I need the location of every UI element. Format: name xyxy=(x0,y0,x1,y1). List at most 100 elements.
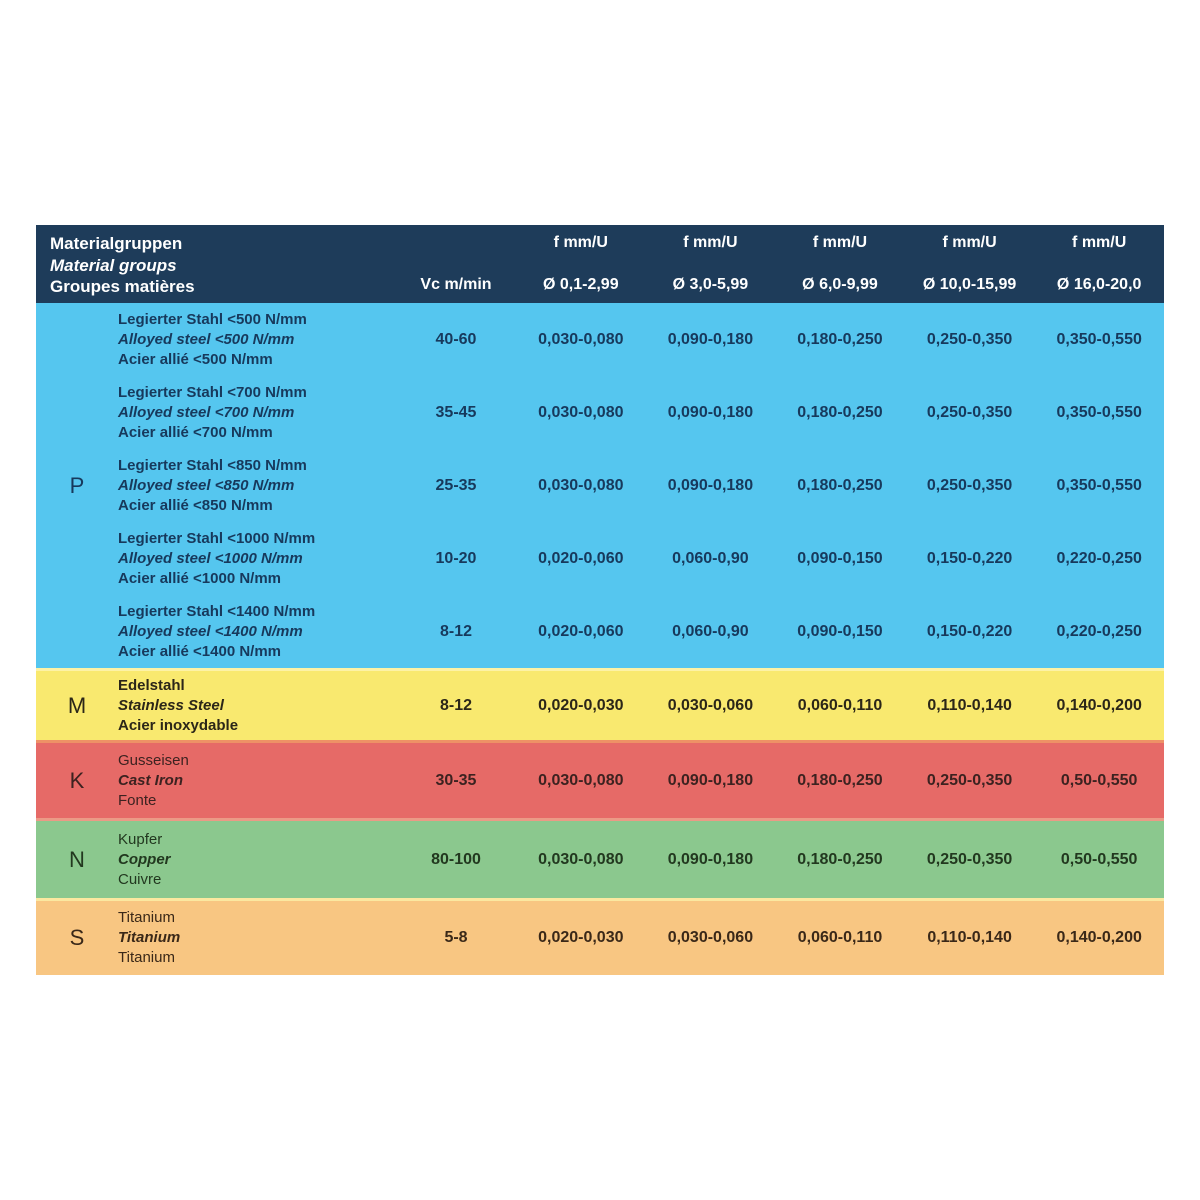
vc-value: 35-45 xyxy=(435,403,477,421)
diameter-range-label: Ø 16,0-20,0 xyxy=(1056,276,1142,293)
header-feed-column-1: f mm/U Ø 0,1-2,99 xyxy=(516,225,646,303)
feed-value-1: 0,030-0,080 xyxy=(538,476,624,494)
section-rows: Legierter Stahl <500 N/mm Alloyed steel <… xyxy=(118,303,1164,668)
material-name-en: Titanium xyxy=(118,929,181,946)
feed-value-1: 0,020-0,060 xyxy=(538,622,624,640)
feed-value-4: 0,110-0,140 xyxy=(927,929,1012,946)
cutting-data-table: Materialgruppen Material groups Groupes … xyxy=(36,225,1164,975)
header-feed-column-3: f mm/U Ø 6,0-9,99 xyxy=(775,225,905,303)
material-name-fr: Cuivre xyxy=(118,870,162,888)
diameter-range-label: Ø 3,0-5,99 xyxy=(672,276,749,293)
material-row-M-0: Edelstahl Stainless Steel Acier inoxydable… xyxy=(118,671,1164,740)
vc-value: 5-8 xyxy=(444,929,468,946)
feed-value-2: 0,030-0,060 xyxy=(667,929,754,946)
feed-value-3: 0,090-0,150 xyxy=(797,622,883,640)
material-names: Legierter Stahl <700 N/mm Alloyed steel <… xyxy=(118,383,396,443)
vc-value: 40-60 xyxy=(435,330,477,348)
table-body: P Legierter Stahl <500 N/mm Alloyed steel … xyxy=(36,303,1164,975)
material-name-de: Legierter Stahl <1400 N/mm xyxy=(118,602,316,620)
material-name-de: Legierter Stahl <700 N/mm xyxy=(118,383,307,401)
feed-value-5: 0,220-0,250 xyxy=(1056,622,1142,640)
section-rows: Kupfer Copper Cuivre 80-100 0,030-0,080 0,090… xyxy=(118,821,1164,898)
material-names: Gusseisen Cast Iron Fonte xyxy=(118,751,396,811)
material-name-en: Cast Iron xyxy=(118,771,184,789)
material-section-N: N Kupfer Copper Cuivre 80-100 0,030-0,080 0,09… xyxy=(36,818,1164,898)
material-name-fr: Acier allié <850 N/mm xyxy=(118,496,273,514)
section-rows: Gusseisen Cast Iron Fonte 30-35 0,030-0,080 0… xyxy=(118,743,1164,818)
material-row-P-3: Legierter Stahl <1000 N/mm Alloyed steel … xyxy=(118,522,1164,595)
feed-value-4: 0,110-0,140 xyxy=(927,696,1012,714)
feed-value-3: 0,060-0,110 xyxy=(797,929,883,946)
material-name-en: Alloyed steel <1400 N/mm xyxy=(118,622,303,640)
feed-unit-label: f mm/U xyxy=(683,234,738,251)
vc-value: 10-20 xyxy=(435,549,477,567)
feed-value-5: 0,350-0,550 xyxy=(1056,403,1142,421)
header-title-de: Materialgruppen xyxy=(50,234,183,253)
section-rows: Titanium Titanium Titanium 5-8 0,020-0,030 0,… xyxy=(118,901,1164,975)
feed-value-4: 0,250-0,350 xyxy=(926,476,1013,494)
feed-value-5: 0,50-0,550 xyxy=(1060,771,1138,789)
material-row-S-0: Titanium Titanium Titanium 5-8 0,020-0,030 0,… xyxy=(118,901,1164,975)
material-name-fr: Titanium xyxy=(118,949,175,966)
material-row-K-0: Gusseisen Cast Iron Fonte 30-35 0,030-0,080 0… xyxy=(118,743,1164,818)
feed-value-4: 0,250-0,350 xyxy=(926,771,1013,789)
header-feed-column-4: f mm/U Ø 10,0-15,99 xyxy=(905,225,1035,303)
feed-unit-label: f mm/U xyxy=(942,234,997,251)
feed-value-1: 0,020-0,030 xyxy=(538,696,624,714)
vc-value: 8-12 xyxy=(439,622,473,640)
feed-value-5: 0,350-0,550 xyxy=(1056,330,1142,348)
material-section-P: P Legierter Stahl <500 N/mm Alloyed steel … xyxy=(36,303,1164,668)
feed-value-2: 0,060-0,90 xyxy=(672,622,749,640)
feed-value-1: 0,030-0,080 xyxy=(538,403,624,421)
vc-value: 80-100 xyxy=(431,850,481,868)
feed-unit-label: f mm/U xyxy=(1072,234,1127,251)
header-vc-column: Vc m/min xyxy=(420,276,492,293)
material-name-de: Titanium xyxy=(118,909,175,926)
material-name-de: Legierter Stahl <850 N/mm xyxy=(118,456,307,474)
diameter-range-label: Ø 6,0-9,99 xyxy=(802,276,878,293)
header-feed-column-5: f mm/U Ø 16,0-20,0 xyxy=(1034,225,1164,303)
feed-value-3: 0,090-0,150 xyxy=(797,549,883,567)
header-feed-column-2: f mm/U Ø 3,0-5,99 xyxy=(646,225,776,303)
material-names: Legierter Stahl <1400 N/mm Alloyed steel … xyxy=(118,602,396,662)
feed-value-4: 0,250-0,350 xyxy=(926,330,1013,348)
feed-value-3: 0,060-0,110 xyxy=(797,696,883,714)
header-title-fr: Groupes matières xyxy=(50,277,195,296)
material-name-en: Copper xyxy=(118,850,171,868)
group-letter-P: P xyxy=(69,472,85,498)
feed-value-2: 0,030-0,060 xyxy=(667,696,754,714)
material-name-de: Kupfer xyxy=(118,830,163,848)
material-name-de: Gusseisen xyxy=(118,751,189,769)
feed-value-3: 0,180-0,250 xyxy=(797,403,883,421)
material-name-en: Alloyed steel <850 N/mm xyxy=(118,476,295,494)
material-section-K: K Gusseisen Cast Iron Fonte 30-35 0,030-0,080… xyxy=(36,740,1164,818)
feed-value-2: 0,090-0,180 xyxy=(667,403,754,421)
material-name-de: Legierter Stahl <1000 N/mm xyxy=(118,529,316,547)
material-name-en: Alloyed steel <700 N/mm xyxy=(118,403,295,421)
material-name-de: Legierter Stahl <500 N/mm xyxy=(118,310,307,328)
feed-value-1: 0,030-0,080 xyxy=(538,850,624,868)
feed-value-2: 0,090-0,180 xyxy=(667,771,754,789)
material-name-fr: Acier allié <1000 N/mm xyxy=(118,569,282,587)
material-row-P-2: Legierter Stahl <850 N/mm Alloyed steel <… xyxy=(118,449,1164,522)
feed-value-2: 0,090-0,180 xyxy=(667,330,754,348)
material-names: Legierter Stahl <500 N/mm Alloyed steel <… xyxy=(118,310,396,370)
material-row-P-1: Legierter Stahl <700 N/mm Alloyed steel <… xyxy=(118,376,1164,449)
material-name-en: Alloyed steel <500 N/mm xyxy=(118,330,295,348)
group-letter-K: K xyxy=(69,767,85,793)
feed-value-3: 0,180-0,250 xyxy=(797,476,883,494)
feed-value-5: 0,50-0,550 xyxy=(1060,850,1138,868)
material-row-P-0: Legierter Stahl <500 N/mm Alloyed steel <… xyxy=(118,303,1164,376)
material-name-fr: Acier allié <1400 N/mm xyxy=(118,642,282,660)
feed-value-4: 0,250-0,350 xyxy=(926,403,1013,421)
material-name-de: Edelstahl xyxy=(118,676,185,694)
vc-value: 8-12 xyxy=(439,696,473,714)
material-names: Legierter Stahl <1000 N/mm Alloyed steel … xyxy=(118,529,396,589)
feed-unit-label: f mm/U xyxy=(812,234,868,251)
feed-value-5: 0,140-0,200 xyxy=(1056,696,1142,714)
feed-value-5: 0,220-0,250 xyxy=(1056,549,1142,567)
material-name-fr: Fonte xyxy=(118,791,157,809)
feed-unit-label: f mm/U xyxy=(553,234,608,251)
material-names: Titanium Titanium Titanium xyxy=(118,908,396,968)
